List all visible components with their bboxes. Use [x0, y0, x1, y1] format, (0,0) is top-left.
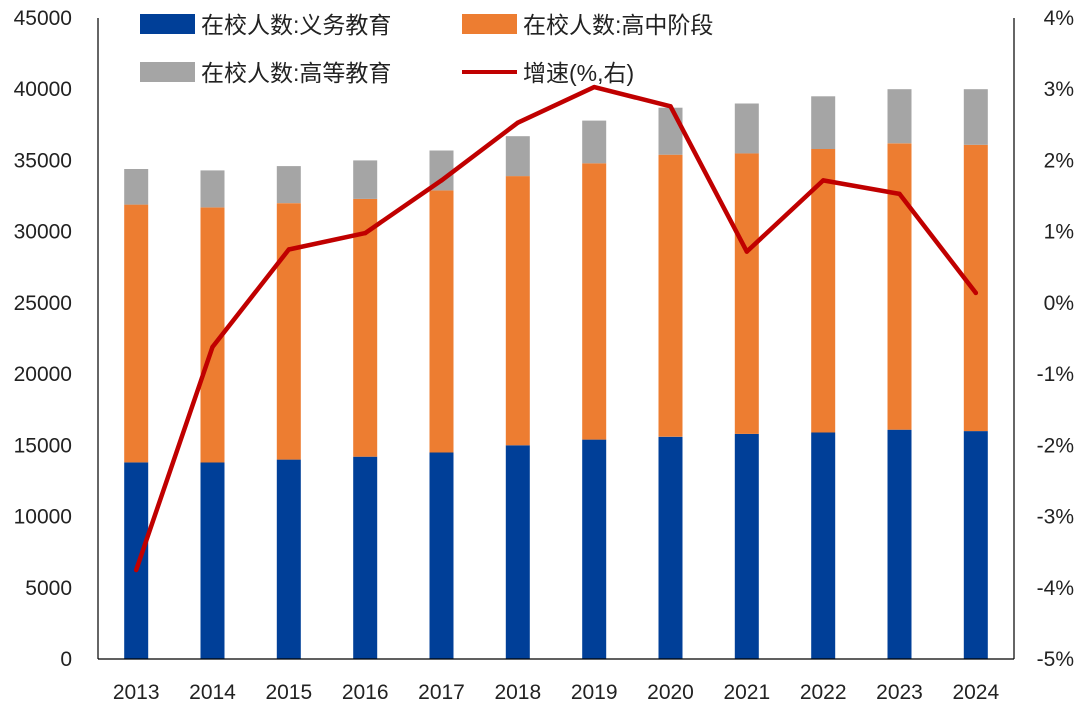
bar-higher-education-2016	[353, 160, 378, 199]
bar-high-school-2022	[811, 149, 836, 433]
y-right-tick-label: 0%	[1044, 292, 1074, 315]
growth-rate-point-2019	[592, 84, 597, 90]
bar-compulsory-2018	[505, 445, 530, 659]
y-right-tick-label: 2%	[1044, 149, 1074, 172]
bar-high-school-2015	[276, 203, 301, 460]
x-tick-label-2023: 2023	[876, 681, 923, 704]
bar-high-school-2024	[963, 144, 988, 432]
x-tick-label-2017: 2017	[418, 681, 465, 704]
growth-rate-point-2018	[515, 120, 520, 125]
y-left-tick-label: 15000	[14, 434, 72, 457]
bar-high-school-2023	[887, 143, 912, 430]
legend-label-compulsory: 在校人数:义务教育	[201, 12, 391, 38]
bar-compulsory-2017	[429, 452, 454, 659]
bar-higher-education-2013	[124, 169, 149, 205]
y-right-tick-label: -3%	[1037, 506, 1074, 529]
axes-layer	[97, 18, 1015, 660]
y-left-tick-label: 5000	[25, 577, 72, 600]
bar-higher-education-2021	[734, 103, 759, 154]
legend-swatch-high-school	[462, 14, 517, 34]
growth-rate-point-2021	[744, 249, 749, 254]
y-right-tick-label: 3%	[1044, 78, 1074, 101]
bar-high-school-2013	[124, 204, 149, 463]
bar-high-school-2020	[658, 154, 683, 437]
x-tick-label-2018: 2018	[494, 681, 541, 704]
growth-rate-point-2017	[439, 178, 444, 183]
growth-rate-point-2022	[821, 178, 826, 183]
y-right-tick-label: -4%	[1037, 577, 1074, 600]
y-right-tick-label: -5%	[1037, 648, 1074, 671]
bar-higher-education-2019	[582, 120, 607, 164]
bar-higher-education-2023	[887, 89, 912, 144]
y-right-tick-label: 1%	[1044, 221, 1074, 244]
y-left-tick-label: 30000	[14, 221, 72, 244]
x-tick-label-2020: 2020	[647, 681, 694, 704]
x-tick-label-2021: 2021	[723, 681, 770, 704]
y-left-tick-label: 25000	[14, 292, 72, 315]
growth-rate-point-2014	[210, 344, 215, 350]
bar-higher-education-2014	[200, 170, 225, 208]
growth-rate-point-2024	[973, 290, 978, 296]
bar-compulsory-2013	[124, 462, 149, 659]
bar-high-school-2019	[582, 163, 607, 440]
y-left-tick-label: 35000	[14, 149, 72, 172]
bar-compulsory-2022	[811, 432, 836, 659]
bar-high-school-2021	[734, 153, 759, 434]
bar-higher-education-2020	[658, 107, 683, 155]
growth-rate-line	[133, 84, 979, 573]
legend-label-growth-rate: 增速(%,右)	[523, 60, 634, 86]
y-left-tick-label: 10000	[14, 506, 72, 529]
x-tick-label-2016: 2016	[342, 681, 389, 704]
growth-rate-point-2013	[134, 567, 139, 573]
y-right-tick-label: 4%	[1044, 7, 1074, 30]
legend: 在校人数:义务教育 在校人数:高中阶段 在校人数:高等教育 增速(%,右)	[140, 12, 713, 86]
bar-higher-education-2018	[505, 136, 530, 177]
x-tick-label-2019: 2019	[571, 681, 618, 704]
bar-compulsory-2019	[582, 439, 607, 659]
x-tick-label-2022: 2022	[800, 681, 847, 704]
bar-high-school-2017	[429, 190, 454, 453]
x-tick-label-2024: 2024	[952, 681, 999, 704]
growth-rate-point-2015	[286, 247, 291, 252]
growth-rate-point-2020	[668, 104, 673, 109]
legend-swatch-higher-education	[140, 62, 195, 82]
x-tick-label-2015: 2015	[265, 681, 312, 704]
growth-rate-point-2023	[897, 191, 902, 197]
bar-higher-education-2022	[811, 96, 836, 149]
y-left-tick-label: 20000	[14, 363, 72, 386]
bar-compulsory-2024	[963, 431, 988, 659]
legend-label-high-school: 在校人数:高中阶段	[523, 12, 713, 38]
bar-high-school-2016	[353, 198, 378, 457]
bar-compulsory-2021	[734, 433, 759, 659]
bar-compulsory-2020	[658, 436, 683, 659]
x-tick-label-2014: 2014	[189, 681, 236, 704]
y-right-tick-label: -1%	[1037, 363, 1074, 386]
y-left-tick-label: 40000	[14, 78, 72, 101]
bar-compulsory-2023	[887, 429, 912, 659]
legend-label-higher-education: 在校人数:高等教育	[201, 60, 391, 86]
bar-compulsory-2015	[276, 459, 301, 659]
x-tick-label-2013: 2013	[113, 681, 160, 704]
bar-compulsory-2014	[200, 462, 225, 659]
bar-higher-education-2024	[963, 89, 988, 145]
ticks-layer: 0 5000 10000 15000 20000 25000 30000 35000 40000…	[14, 7, 1074, 704]
bars-layer	[124, 89, 988, 659]
legend-swatch-compulsory	[140, 14, 195, 34]
y-left-tick-label: 45000	[14, 7, 72, 30]
bar-higher-education-2015	[276, 166, 301, 204]
y-left-tick-label: 0	[60, 648, 72, 671]
bar-compulsory-2016	[353, 456, 378, 659]
bar-high-school-2018	[505, 176, 530, 446]
line-layer	[133, 84, 979, 573]
growth-rate-point-2016	[363, 230, 368, 236]
y-right-tick-label: -2%	[1037, 434, 1074, 457]
